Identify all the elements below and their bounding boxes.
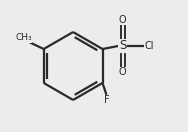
Text: O: O: [119, 67, 127, 77]
Text: CH₃: CH₃: [15, 33, 32, 42]
Text: O: O: [119, 15, 127, 25]
Text: F: F: [104, 95, 109, 105]
Text: S: S: [119, 39, 127, 52]
Text: Cl: Cl: [144, 41, 154, 51]
